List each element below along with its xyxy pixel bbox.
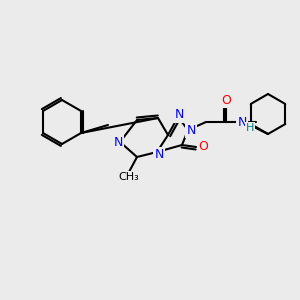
Text: CH₃: CH₃	[118, 172, 140, 182]
Text: N: N	[186, 124, 196, 136]
Text: H: H	[246, 123, 254, 133]
Text: N: N	[154, 148, 164, 161]
Text: O: O	[221, 94, 231, 106]
Text: N: N	[113, 136, 123, 148]
Text: N: N	[174, 109, 184, 122]
Text: N: N	[237, 116, 247, 128]
Text: O: O	[198, 140, 208, 154]
